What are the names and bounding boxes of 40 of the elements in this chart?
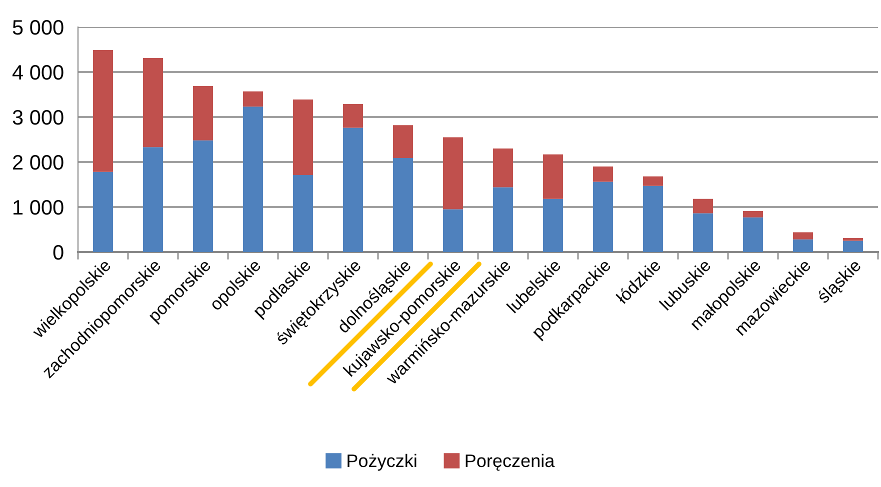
- bar: [293, 175, 313, 252]
- y-tick-label: 2 000: [13, 155, 64, 170]
- bar: [843, 238, 863, 241]
- bar: [643, 176, 663, 186]
- bar: [243, 91, 263, 107]
- bar: [293, 99, 313, 176]
- y-tick-label: 5 000: [12, 20, 64, 35]
- bar: [743, 217, 763, 252]
- bar: [593, 182, 613, 252]
- legend-label: Pożyczki: [348, 454, 416, 471]
- bar: [493, 148, 513, 188]
- y-tick-label: 0: [53, 245, 64, 260]
- bar: [143, 147, 163, 252]
- bar: [543, 154, 563, 199]
- legend-label: Poręczenia: [466, 454, 555, 471]
- bar: [93, 172, 113, 252]
- bar: [493, 187, 513, 252]
- bar: [693, 198, 713, 214]
- bar: [243, 106, 263, 252]
- bar: [343, 104, 363, 128]
- bar: [793, 239, 813, 252]
- bar: [643, 186, 663, 252]
- bar: [193, 86, 213, 140]
- bar: [593, 166, 613, 182]
- bar: [343, 128, 363, 252]
- bar: [693, 213, 713, 252]
- bar: [743, 211, 763, 218]
- bar: [93, 50, 113, 172]
- bar: [393, 158, 413, 252]
- bar: [143, 58, 163, 148]
- y-tick-label: 3 000: [12, 110, 64, 125]
- bar: [443, 209, 463, 252]
- y-tick-label: 4 000: [12, 65, 64, 80]
- bar: [543, 198, 563, 252]
- bar: [393, 125, 413, 158]
- bar: [793, 232, 813, 240]
- bar: [843, 240, 863, 252]
- y-tick-label: 1 000: [14, 200, 64, 215]
- bar: [193, 140, 213, 252]
- bar: [443, 137, 463, 210]
